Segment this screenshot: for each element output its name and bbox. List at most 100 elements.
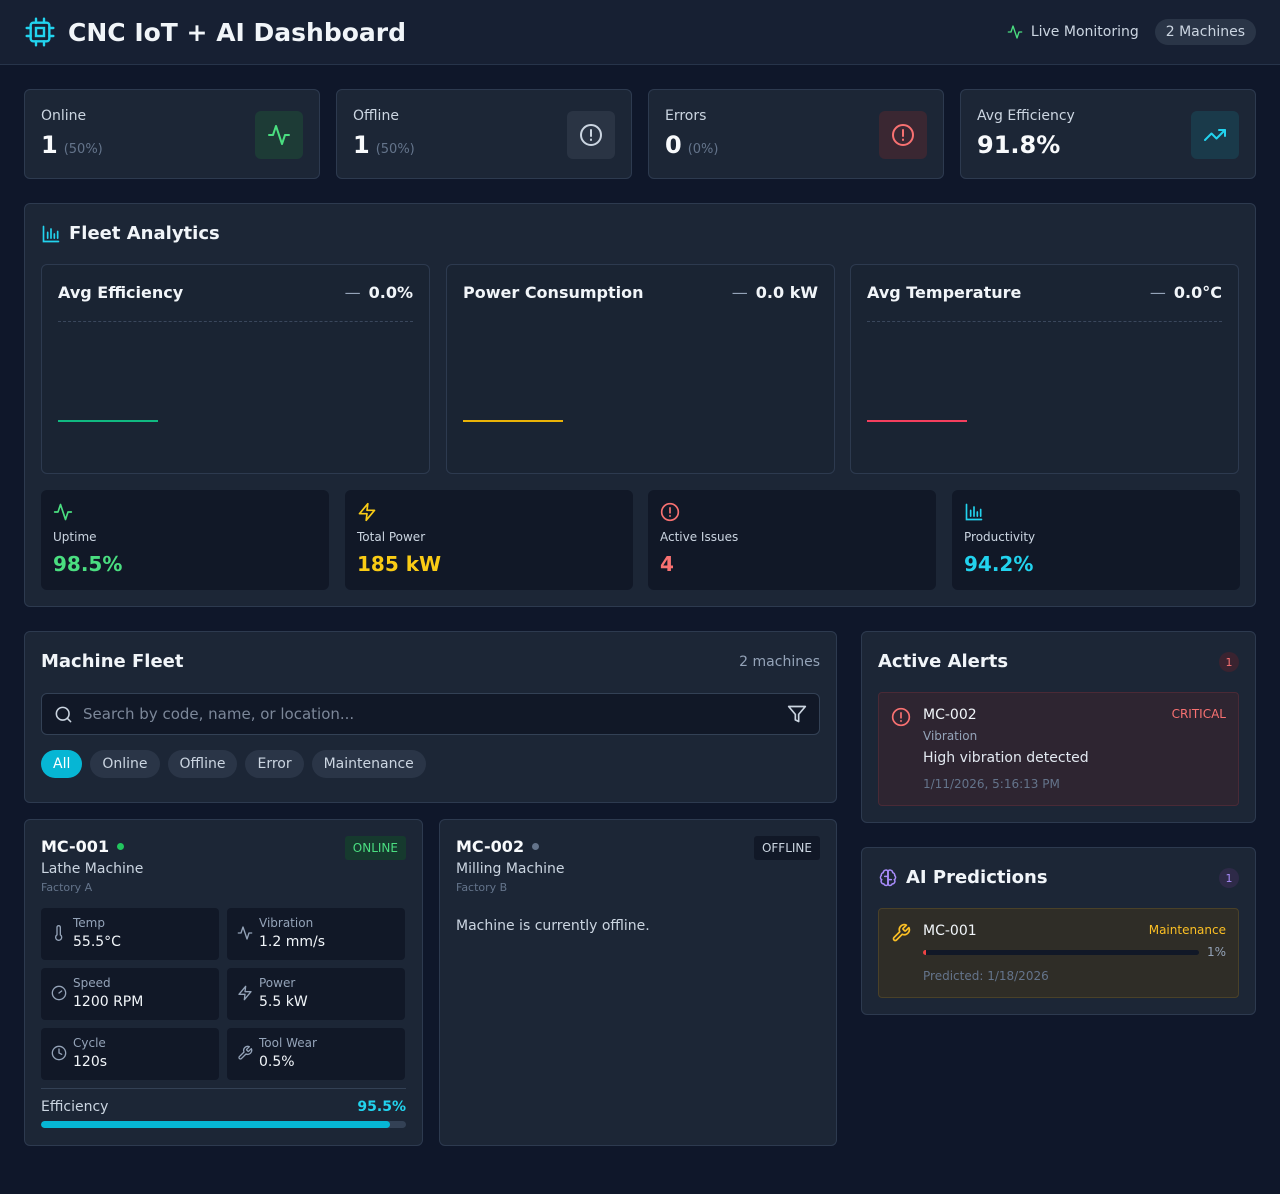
- prediction-item[interactable]: MC-001 Maintenance 1% Predicted: 1/18/20…: [878, 908, 1239, 998]
- thermometer-icon: [51, 925, 67, 941]
- status-badge: OFFLINE: [753, 836, 820, 860]
- chart-series-line: [463, 420, 563, 422]
- metric-label: Power: [259, 976, 296, 990]
- filter-chip-error[interactable]: Error: [245, 750, 304, 778]
- metric-label: Cycle: [73, 1036, 106, 1050]
- machine-card-mc-001[interactable]: MC-001 Lathe Machine Factory A ONLINE Te…: [24, 819, 423, 1146]
- predictions-count-badge: 1: [1219, 868, 1239, 888]
- offline-message: Machine is currently offline.: [456, 918, 650, 934]
- kpi-label: Productivity: [964, 530, 1036, 544]
- prediction-probability: 1%: [1206, 945, 1226, 959]
- prediction-date: Predicted: 1/18/2026: [923, 969, 1049, 983]
- stat-card-offline: Offline 1 (50%): [336, 89, 632, 179]
- search-input[interactable]: [83, 705, 777, 723]
- status-badge: ONLINE: [344, 836, 406, 860]
- filter-chip-offline[interactable]: Offline: [167, 750, 238, 778]
- kpi-uptime: Uptime 98.5%: [41, 490, 329, 590]
- metric-value: 55.5°C: [73, 934, 121, 950]
- fleet-analytics-panel: Fleet Analytics Avg Efficiency —0.0% Pow…: [24, 203, 1256, 607]
- chart-title: Power Consumption: [463, 283, 644, 302]
- filter-chip-online[interactable]: Online: [90, 750, 160, 778]
- chart-title: Avg Efficiency: [58, 283, 184, 302]
- metric-speed: Speed 1200 RPM: [41, 968, 219, 1020]
- chart-avg-efficiency: Avg Efficiency —0.0%: [41, 264, 430, 474]
- stat-card-errors: Errors 0 (0%): [648, 89, 944, 179]
- kpi-active-issues: Active Issues 4: [648, 490, 936, 590]
- machine-code: MC-002: [456, 837, 540, 856]
- chart-value: —0.0%: [344, 283, 413, 302]
- chart-avg-temperature: Avg Temperature —0.0°C: [850, 264, 1239, 474]
- activity-icon: [1007, 24, 1023, 40]
- kpi-label: Total Power: [357, 530, 426, 544]
- machine-count: 2 machines: [739, 654, 820, 670]
- clock-icon: [51, 1045, 67, 1061]
- efficiency-bar-fill: [41, 1121, 390, 1128]
- stat-label: Online: [41, 108, 87, 124]
- fleet-analytics-heading: Fleet Analytics: [41, 223, 220, 244]
- metric-label: Speed: [73, 976, 111, 990]
- bar-chart-icon: [964, 502, 984, 522]
- alert-circle-icon: [660, 502, 680, 522]
- prediction-kind: Maintenance: [1148, 923, 1226, 937]
- machine-card-mc-002[interactable]: MC-002 Milling Machine Factory B OFFLINE…: [439, 819, 837, 1146]
- trending-up-icon: [1191, 111, 1239, 159]
- stat-card-avg-efficiency: Avg Efficiency 91.8%: [960, 89, 1256, 179]
- machine-name: Lathe Machine: [41, 861, 144, 877]
- efficiency-value: 95.5%: [357, 1099, 406, 1115]
- status-dot: [532, 843, 540, 850]
- stat-label: Errors: [665, 108, 707, 124]
- probability-bar-track: [923, 950, 1199, 955]
- bar-chart-icon: [41, 224, 61, 244]
- gauge-icon: [51, 985, 67, 1001]
- active-alerts-heading: Active Alerts: [878, 651, 1009, 672]
- activity-icon: [255, 111, 303, 159]
- wrench-icon: [891, 923, 911, 943]
- stat-card-online: Online 1 (50%): [24, 89, 320, 179]
- machine-code: MC-001: [41, 837, 125, 856]
- kpi-label: Active Issues: [660, 530, 739, 544]
- wrench-icon: [237, 1045, 253, 1061]
- chart-title: Avg Temperature: [867, 283, 1022, 302]
- app-header: CNC IoT + AI Dashboard Live Monitoring 2…: [0, 0, 1280, 65]
- status-filter-group: All Online Offline Error Maintenance: [41, 750, 426, 778]
- machine-fleet-panel: Machine Fleet 2 machines All Online Offl…: [24, 631, 837, 803]
- metric-label: Tool Wear: [259, 1036, 317, 1050]
- probability-bar-fill: [923, 950, 926, 955]
- chart-value: —0.0 kW: [731, 283, 818, 302]
- alerts-count-badge: 1: [1219, 652, 1239, 672]
- zap-icon: [357, 502, 377, 522]
- search-bar: [41, 693, 820, 735]
- active-alerts-panel: Active Alerts 1 MC-002 CRITICAL Vibratio…: [861, 631, 1256, 823]
- alert-timestamp: 1/11/2026, 5:16:13 PM: [923, 777, 1060, 791]
- filter-chip-all[interactable]: All: [41, 750, 83, 778]
- machine-name: Milling Machine: [456, 861, 565, 877]
- activity-icon: [237, 925, 253, 941]
- metric-power: Power 5.5 kW: [227, 968, 405, 1020]
- app-title: CNC IoT + AI Dashboard: [68, 17, 407, 47]
- metric-value: 120s: [73, 1054, 108, 1070]
- metric-value: 1.2 mm/s: [259, 934, 326, 950]
- kpi-productivity: Productivity 94.2%: [952, 490, 1240, 590]
- metric-label: Vibration: [259, 916, 314, 930]
- chart-gridline: [58, 321, 413, 322]
- chart-series-line: [867, 420, 967, 422]
- alert-item[interactable]: MC-002 CRITICAL Vibration High vibration…: [878, 692, 1239, 806]
- kpi-value: 185 kW: [357, 552, 442, 576]
- activity-icon: [53, 502, 73, 522]
- metric-tool-wear: Tool Wear 0.5%: [227, 1028, 405, 1080]
- kpi-total-power: Total Power 185 kW: [345, 490, 633, 590]
- prediction-machine-code: MC-001: [923, 923, 977, 939]
- machine-location: Factory B: [456, 881, 508, 894]
- filter-icon[interactable]: [787, 704, 807, 724]
- metric-label: Temp: [73, 916, 105, 930]
- status-dot: [117, 843, 125, 850]
- kpi-value: 94.2%: [964, 552, 1034, 576]
- cpu-icon: [24, 16, 56, 48]
- metric-value: 1200 RPM: [73, 994, 144, 1010]
- filter-chip-maintenance[interactable]: Maintenance: [311, 750, 426, 778]
- machine-fleet-heading: Machine Fleet: [41, 651, 184, 672]
- stat-label: Avg Efficiency: [977, 108, 1075, 124]
- stat-label: Offline: [353, 108, 399, 124]
- stat-value: 91.8%: [977, 131, 1061, 159]
- ai-predictions-heading: AI Predictions: [878, 867, 1048, 888]
